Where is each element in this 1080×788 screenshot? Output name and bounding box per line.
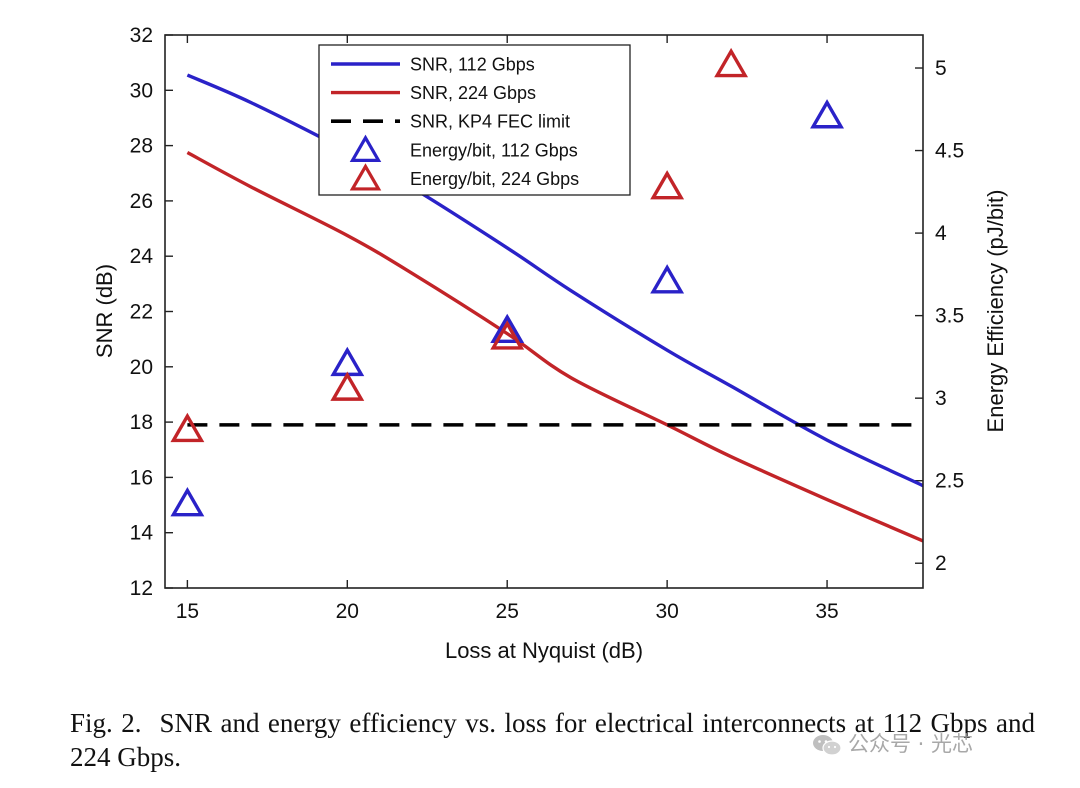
series-line-snr-224-gbps [186, 151, 924, 543]
y-right-tick-label: 2.5 [935, 470, 964, 493]
y-right-tick-label: 3.5 [935, 305, 964, 328]
x-tick-label: 20 [336, 600, 359, 623]
legend: SNR, 112 Gbps SNR, 224 Gbps SNR, KP4 FEC l… [318, 44, 631, 196]
marker-energy-bit-112-gbps [650, 264, 685, 294]
legend-label-snr-224-gbps: SNR, 224 Gbps [410, 83, 536, 103]
y-right-tick-label: 3 [935, 387, 947, 410]
y-left-tick-label: 12 [130, 577, 153, 600]
y-left-tick-label: 28 [130, 135, 153, 158]
plot-frame [164, 34, 924, 589]
y-left-tick-label: 18 [130, 411, 153, 434]
y-right-tick-label: 4 [935, 222, 947, 245]
marker-energy-bit-112-gbps [330, 346, 365, 377]
marker-energy-bit-224-gbps [650, 170, 685, 200]
caption-text: SNR and energy efficiency vs. loss for e… [70, 708, 1035, 772]
x-axis-label: Loss at Nyquist (dB) [445, 638, 643, 663]
figure-caption: Fig. 2. SNR and energy efficiency vs. los… [70, 706, 1035, 774]
legend-label-energy-bit-112-gbps: Energy/bit, 112 Gbps [410, 140, 578, 160]
watermark: 公众号 · 光芯 [812, 728, 973, 758]
y-left-tick-label: 30 [130, 79, 153, 102]
legend-swatch-energy-bit-224-gbps [349, 163, 382, 191]
y-left-tick-label: 26 [130, 190, 153, 213]
y-left-tick-label: 24 [130, 245, 154, 268]
marker-energy-bit-112-gbps [170, 487, 205, 517]
chart-figure: 15 20 25 30 35 12 14 16 18 20 22 24 26 28 30 32 2 2.5 3 3.5… [92, 24, 1008, 663]
wechat-icon [813, 735, 842, 756]
x-tick-label: 30 [655, 600, 678, 623]
watermark-text: 公众号 · 光芯 [848, 732, 974, 756]
marker-energy-bit-112-gbps [810, 99, 844, 129]
x-tick-label: 15 [176, 600, 199, 623]
marker-energy-bit-112-gbps [490, 313, 525, 344]
legend-label-energy-bit-224-gbps: Energy/bit, 224 Gbps [410, 169, 579, 189]
marker-energy-bit-224-gbps [490, 320, 525, 350]
y-axis-right-label: Energy Efficiency (pJ/bit) [983, 190, 1008, 433]
marker-energy-bit-224-gbps [170, 412, 205, 443]
y-left-tick-label: 20 [130, 356, 153, 379]
y-left-tick-label: 16 [130, 466, 153, 489]
y-right-tick-label: 5 [935, 57, 947, 80]
y-left-tick-label: 14 [130, 522, 154, 545]
legend-label-snr-112-gbps: SNR, 112 Gbps [410, 55, 535, 75]
series-line-snr-112-gbps [186, 73, 924, 488]
marker-energy-bit-224-gbps [330, 371, 365, 401]
y-right-tick-label: 4.5 [935, 140, 964, 163]
x-tick-label: 35 [815, 600, 838, 623]
y-left-tick-label: 32 [130, 24, 153, 47]
chart-svg: 15 20 25 30 35 12 14 16 18 20 22 24 26 28 30 32 2 2.5 3 3.5… [92, 24, 1008, 663]
marker-energy-bit-224-gbps [714, 47, 749, 78]
y-right-tick-label: 2 [935, 552, 947, 575]
legend-swatch-energy-bit-112-gbps [349, 134, 382, 162]
x-tick-label: 25 [496, 600, 519, 623]
y-left-tick-label: 22 [130, 301, 153, 324]
legend-label-snr-kp4-fec-limit: SNR, KP4 FEC limit [410, 112, 570, 132]
caption-label: Fig. 2. [70, 708, 142, 738]
y-axis-left-label: SNR (dB) [92, 264, 117, 358]
